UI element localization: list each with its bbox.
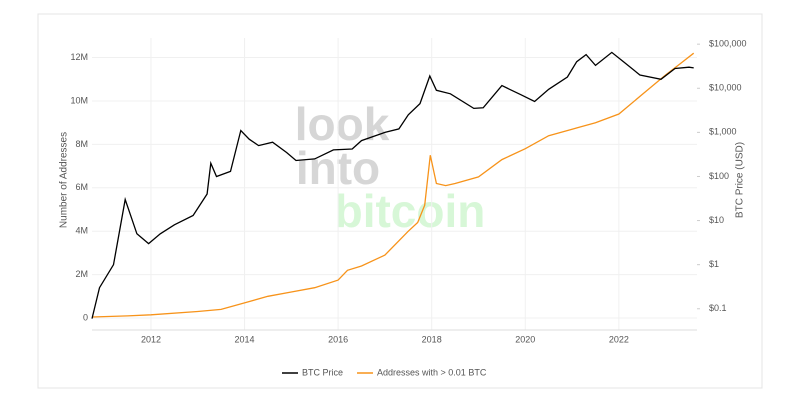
y-tick-label: 6M xyxy=(75,182,88,192)
y2-axis-label: BTC Price (USD) xyxy=(735,142,746,218)
y-tick-label: 12M xyxy=(70,52,88,62)
watermark: bitcoin xyxy=(335,185,486,237)
y2-tick-label: $10 xyxy=(709,215,724,225)
series-line xyxy=(91,52,695,318)
y2-tick-label: $100 xyxy=(709,171,729,181)
y2-tick-label: $0.1 xyxy=(709,303,727,313)
x-tick-label: 2014 xyxy=(235,334,255,344)
y-tick-label: 8M xyxy=(75,139,88,149)
card xyxy=(37,13,763,389)
y2-tick-label: $1,000 xyxy=(709,127,737,137)
y-axis-label: Number of Addresses xyxy=(59,132,70,228)
x-tick-label: 2020 xyxy=(515,334,535,344)
y-tick-label: 4M xyxy=(75,226,88,236)
y-tick-label: 10M xyxy=(70,95,88,105)
y2-tick-label: $1 xyxy=(709,259,719,269)
watermark: look xyxy=(295,98,390,150)
legend-label: BTC Price xyxy=(302,367,343,377)
y2-tick-label: $10,000 xyxy=(709,83,742,93)
x-tick-label: 2012 xyxy=(141,334,161,344)
y-tick-label: 2M xyxy=(75,269,88,279)
legend-label: Addresses with > 0.01 BTC xyxy=(377,367,487,377)
x-tick-label: 2016 xyxy=(328,334,348,344)
x-tick-label: 2018 xyxy=(422,334,442,344)
y2-tick-label: $100,000 xyxy=(709,39,747,49)
y-tick-label: 0 xyxy=(83,312,88,322)
series-line xyxy=(91,51,694,319)
x-tick-label: 2022 xyxy=(609,334,629,344)
